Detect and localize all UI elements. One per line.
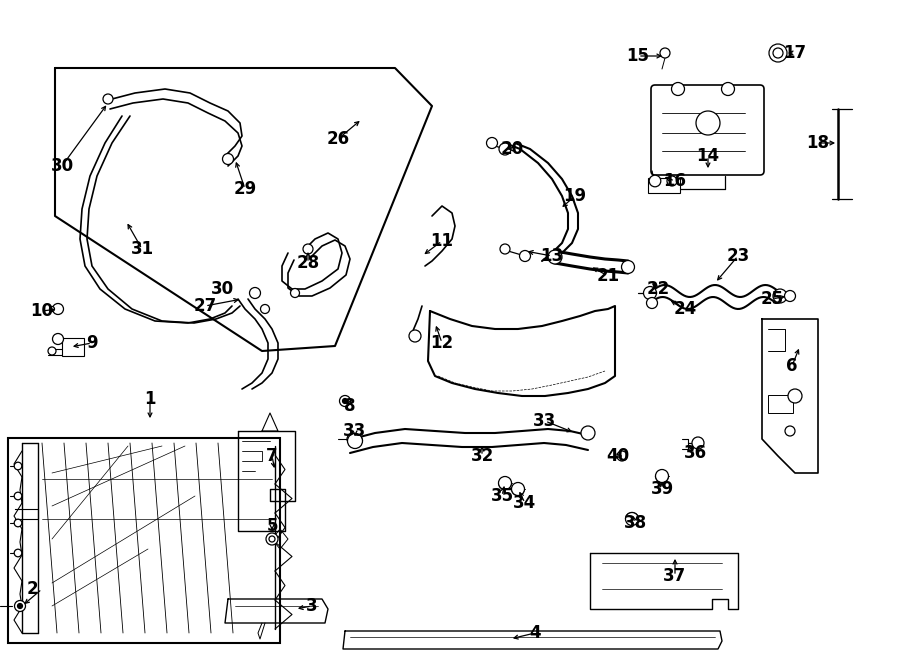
Text: 12: 12 bbox=[430, 334, 454, 352]
Circle shape bbox=[671, 83, 685, 95]
Circle shape bbox=[260, 305, 269, 313]
Circle shape bbox=[291, 288, 300, 297]
Text: 36: 36 bbox=[683, 444, 706, 462]
Circle shape bbox=[269, 536, 275, 542]
Circle shape bbox=[103, 94, 113, 104]
FancyBboxPatch shape bbox=[651, 85, 764, 175]
Text: 34: 34 bbox=[513, 494, 536, 512]
Circle shape bbox=[14, 462, 22, 470]
Circle shape bbox=[17, 603, 22, 609]
Text: 4: 4 bbox=[529, 624, 541, 642]
Text: 14: 14 bbox=[697, 147, 720, 165]
Circle shape bbox=[14, 549, 22, 557]
Circle shape bbox=[14, 519, 22, 527]
Circle shape bbox=[347, 434, 357, 444]
Text: 25: 25 bbox=[760, 290, 784, 308]
Text: 27: 27 bbox=[194, 297, 217, 315]
Bar bbox=[768, 395, 793, 413]
Circle shape bbox=[788, 389, 802, 403]
Text: 24: 24 bbox=[673, 300, 697, 318]
Circle shape bbox=[622, 260, 634, 274]
Text: 30: 30 bbox=[50, 157, 74, 175]
Text: 20: 20 bbox=[500, 140, 524, 158]
Circle shape bbox=[519, 251, 530, 262]
Text: 33: 33 bbox=[534, 412, 556, 430]
Text: 9: 9 bbox=[86, 334, 98, 352]
Circle shape bbox=[785, 426, 795, 436]
Text: 3: 3 bbox=[306, 597, 318, 615]
Circle shape bbox=[696, 111, 720, 135]
Circle shape bbox=[769, 44, 787, 62]
Text: 23: 23 bbox=[726, 247, 750, 265]
Circle shape bbox=[785, 290, 796, 301]
Text: 1: 1 bbox=[144, 390, 156, 408]
Circle shape bbox=[52, 334, 64, 344]
Text: 7: 7 bbox=[266, 447, 278, 465]
Circle shape bbox=[339, 395, 350, 407]
Text: 18: 18 bbox=[806, 134, 830, 152]
Circle shape bbox=[722, 83, 734, 95]
Circle shape bbox=[48, 347, 56, 355]
Bar bbox=[62, 338, 84, 356]
Circle shape bbox=[499, 143, 511, 155]
Circle shape bbox=[548, 250, 562, 264]
Text: 31: 31 bbox=[130, 240, 154, 258]
Circle shape bbox=[773, 289, 787, 303]
Circle shape bbox=[692, 437, 704, 449]
Circle shape bbox=[667, 176, 677, 186]
Circle shape bbox=[660, 48, 670, 58]
Text: 29: 29 bbox=[233, 180, 256, 198]
Text: 37: 37 bbox=[663, 567, 687, 585]
Text: 38: 38 bbox=[624, 514, 646, 532]
Circle shape bbox=[499, 477, 511, 490]
Circle shape bbox=[511, 483, 525, 496]
Circle shape bbox=[50, 307, 55, 311]
Circle shape bbox=[52, 303, 64, 315]
Circle shape bbox=[14, 492, 22, 500]
Circle shape bbox=[487, 137, 498, 149]
Text: 35: 35 bbox=[491, 487, 514, 505]
Text: 5: 5 bbox=[266, 517, 278, 535]
Circle shape bbox=[347, 434, 363, 449]
Circle shape bbox=[655, 469, 669, 483]
Text: 26: 26 bbox=[327, 130, 349, 148]
Circle shape bbox=[249, 288, 260, 299]
Text: 28: 28 bbox=[296, 254, 320, 272]
Text: 21: 21 bbox=[597, 267, 619, 285]
Text: 39: 39 bbox=[651, 480, 673, 498]
Circle shape bbox=[266, 533, 278, 545]
Circle shape bbox=[617, 451, 627, 461]
Text: 11: 11 bbox=[430, 232, 454, 250]
Circle shape bbox=[581, 426, 595, 440]
Circle shape bbox=[14, 600, 25, 611]
Text: 15: 15 bbox=[626, 47, 650, 65]
Text: 8: 8 bbox=[344, 397, 356, 415]
Circle shape bbox=[773, 48, 783, 58]
Circle shape bbox=[646, 297, 658, 309]
Circle shape bbox=[222, 153, 233, 165]
Text: 22: 22 bbox=[646, 280, 670, 298]
Circle shape bbox=[626, 512, 638, 525]
Text: 40: 40 bbox=[607, 447, 630, 465]
Text: 33: 33 bbox=[344, 422, 366, 440]
Circle shape bbox=[500, 244, 510, 254]
Text: 6: 6 bbox=[787, 357, 797, 375]
Text: 13: 13 bbox=[540, 247, 563, 265]
Circle shape bbox=[649, 175, 661, 187]
Text: 19: 19 bbox=[563, 187, 587, 205]
Circle shape bbox=[343, 399, 347, 403]
Bar bbox=[8, 438, 280, 643]
Circle shape bbox=[303, 244, 313, 254]
Text: 32: 32 bbox=[471, 447, 493, 465]
Circle shape bbox=[644, 286, 656, 299]
Circle shape bbox=[409, 330, 421, 342]
Text: 30: 30 bbox=[211, 280, 234, 298]
Text: 2: 2 bbox=[26, 580, 38, 598]
Text: 16: 16 bbox=[663, 172, 687, 190]
Text: 17: 17 bbox=[783, 44, 806, 62]
Text: 10: 10 bbox=[31, 302, 53, 320]
Bar bbox=[648, 178, 680, 193]
